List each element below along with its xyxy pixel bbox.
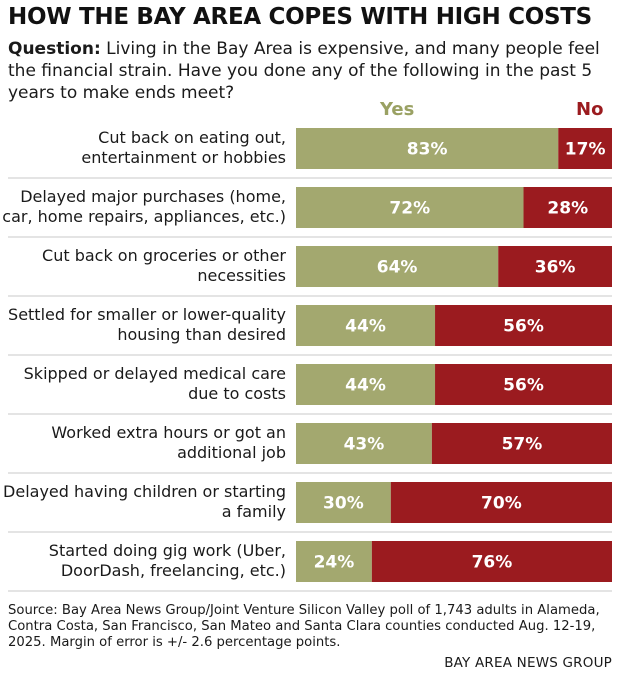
category-label: Skipped or delayed medical care bbox=[24, 364, 286, 383]
source-note: Source: Bay Area News Group/Joint Ventur… bbox=[8, 603, 600, 650]
question-label: Question: bbox=[8, 39, 101, 59]
data-label-yes: 72% bbox=[389, 199, 430, 219]
data-label-yes: 43% bbox=[344, 435, 385, 455]
bar-no bbox=[558, 128, 612, 169]
data-label-no: 36% bbox=[535, 258, 576, 278]
bar-no bbox=[431, 423, 612, 464]
data-label-no: 17% bbox=[565, 140, 606, 160]
bar-yes bbox=[296, 423, 432, 464]
category-label: Settled for smaller or lower-quality bbox=[8, 305, 286, 324]
bar-yes bbox=[296, 246, 499, 287]
category-label: Delayed having children or starting bbox=[3, 482, 286, 501]
data-label-no: 28% bbox=[547, 199, 588, 219]
chart-title: HOW THE BAY AREA COPES WITH HIGH COSTS bbox=[8, 4, 592, 30]
bar-yes bbox=[296, 482, 391, 523]
category-label: necessities bbox=[197, 266, 286, 285]
credit: BAY AREA NEWS GROUP bbox=[444, 655, 612, 671]
category-label: Delayed major purchases (home, bbox=[20, 187, 286, 206]
bar-yes bbox=[296, 541, 372, 582]
bar-no bbox=[498, 246, 612, 287]
category-label: additional job bbox=[177, 443, 286, 462]
bar-yes bbox=[296, 364, 436, 405]
category-label: Worked extra hours or got an bbox=[51, 423, 286, 442]
bar-no bbox=[435, 305, 612, 346]
data-label-yes: 24% bbox=[314, 553, 355, 573]
bar-no bbox=[523, 187, 612, 228]
data-label-yes: 64% bbox=[377, 258, 418, 278]
data-label-no: 56% bbox=[503, 376, 544, 396]
category-label: entertainment or hobbies bbox=[81, 148, 286, 167]
data-label-yes: 44% bbox=[345, 376, 386, 396]
legend-yes: Yes bbox=[380, 99, 415, 120]
category-label: Cut back on eating out, bbox=[98, 128, 286, 147]
category-label: due to costs bbox=[188, 384, 286, 403]
bar-no bbox=[390, 482, 612, 523]
question-text: Living in the Bay Area is expensive, and… bbox=[8, 39, 600, 103]
category-label: Started doing gig work (Uber, bbox=[49, 541, 286, 560]
data-label-yes: 44% bbox=[345, 317, 386, 337]
data-label-yes: 83% bbox=[407, 140, 448, 160]
data-label-no: 70% bbox=[481, 494, 522, 514]
category-label: Cut back on groceries or other bbox=[42, 246, 286, 265]
category-label: car, home repairs, appliances, etc.) bbox=[2, 207, 286, 226]
bar-no bbox=[371, 541, 612, 582]
bar-yes bbox=[296, 305, 436, 346]
category-label: housing than desired bbox=[117, 325, 286, 344]
bar-yes bbox=[296, 128, 559, 169]
question: Question: Living in the Bay Area is expe… bbox=[8, 38, 614, 104]
category-label: a family bbox=[222, 502, 286, 521]
data-label-yes: 30% bbox=[323, 494, 364, 514]
category-label: DoorDash, freelancing, etc.) bbox=[61, 561, 286, 580]
data-label-no: 76% bbox=[472, 553, 513, 573]
data-label-no: 57% bbox=[502, 435, 543, 455]
bar-yes bbox=[296, 187, 524, 228]
legend-no: No bbox=[576, 99, 604, 120]
bar-no bbox=[435, 364, 612, 405]
data-label-no: 56% bbox=[503, 317, 544, 337]
